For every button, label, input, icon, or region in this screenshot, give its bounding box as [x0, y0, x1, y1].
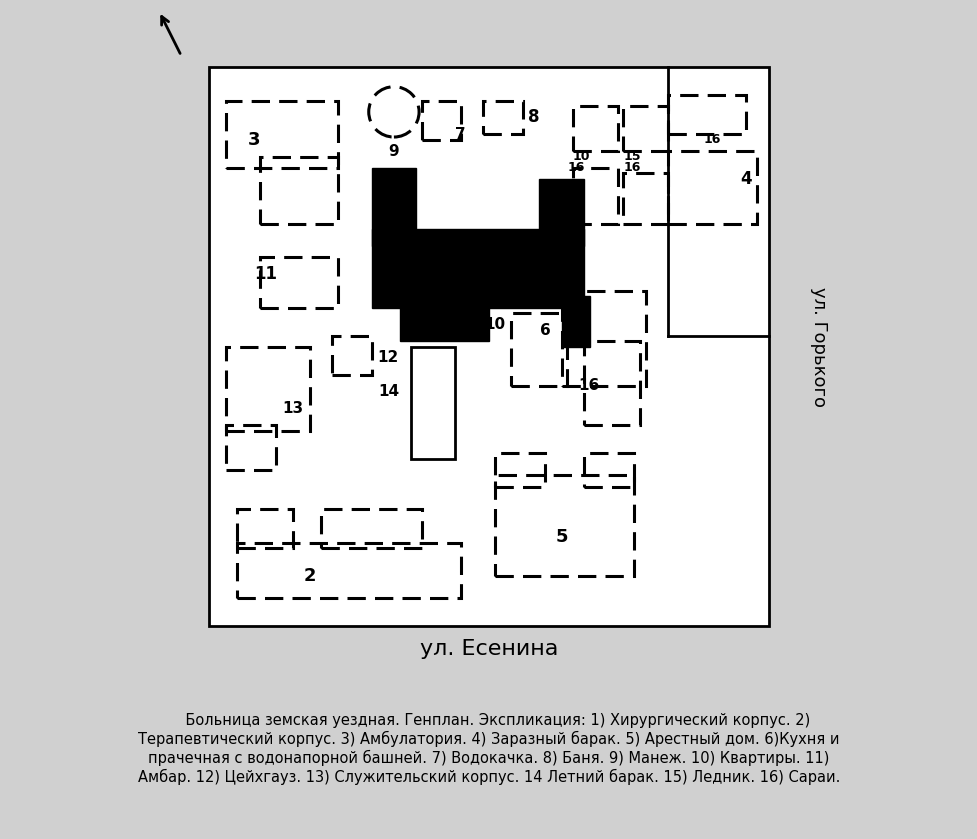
- Bar: [667, 95, 745, 134]
- Bar: [494, 476, 634, 576]
- Bar: [494, 453, 544, 487]
- Text: 10: 10: [485, 317, 505, 332]
- Text: 10: 10: [573, 150, 590, 163]
- Bar: [421, 101, 460, 140]
- Text: 11: 11: [254, 265, 276, 283]
- Text: 16: 16: [622, 161, 640, 175]
- Bar: [260, 157, 338, 224]
- Bar: [583, 453, 634, 487]
- Bar: [260, 258, 338, 308]
- Bar: [410, 347, 455, 459]
- Bar: [399, 296, 488, 341]
- Text: 16: 16: [567, 161, 584, 175]
- Text: 16: 16: [703, 133, 721, 146]
- Text: 6: 6: [539, 322, 550, 337]
- Bar: [237, 509, 293, 548]
- Bar: [538, 179, 583, 246]
- Text: 1: 1: [477, 237, 489, 255]
- Text: 9: 9: [388, 143, 399, 159]
- Text: 14: 14: [378, 384, 399, 399]
- Bar: [622, 174, 667, 224]
- Text: 3: 3: [247, 131, 260, 149]
- Bar: [226, 347, 310, 430]
- Text: 8: 8: [528, 108, 539, 127]
- Bar: [561, 291, 645, 386]
- Bar: [320, 509, 421, 548]
- Bar: [573, 168, 617, 224]
- Bar: [573, 107, 617, 151]
- Bar: [237, 543, 460, 598]
- Text: 15: 15: [622, 150, 640, 163]
- Text: 16: 16: [578, 378, 599, 393]
- Bar: [483, 101, 522, 134]
- Text: 7: 7: [455, 127, 466, 142]
- Text: 5: 5: [555, 528, 568, 546]
- Text: 4: 4: [740, 170, 751, 188]
- Text: ул. Есенина: ул. Есенина: [419, 638, 558, 659]
- Bar: [561, 296, 589, 347]
- Bar: [226, 425, 276, 470]
- Bar: [332, 336, 371, 375]
- Text: ул. Горького: ул. Горького: [809, 287, 828, 407]
- Bar: [667, 151, 757, 224]
- Bar: [583, 341, 639, 425]
- Text: 12: 12: [377, 351, 398, 366]
- Text: 2: 2: [304, 567, 316, 585]
- Text: Больница земская уездная. Генплан. Экспликация: 1) Хирургический корпус. 2)
Тера: Больница земская уездная. Генплан. Экспл…: [138, 713, 839, 784]
- Text: 13: 13: [281, 401, 303, 416]
- Bar: [209, 67, 768, 627]
- Bar: [226, 101, 338, 168]
- Bar: [371, 168, 416, 246]
- Bar: [622, 107, 667, 151]
- Bar: [511, 313, 567, 386]
- Bar: [371, 229, 583, 308]
